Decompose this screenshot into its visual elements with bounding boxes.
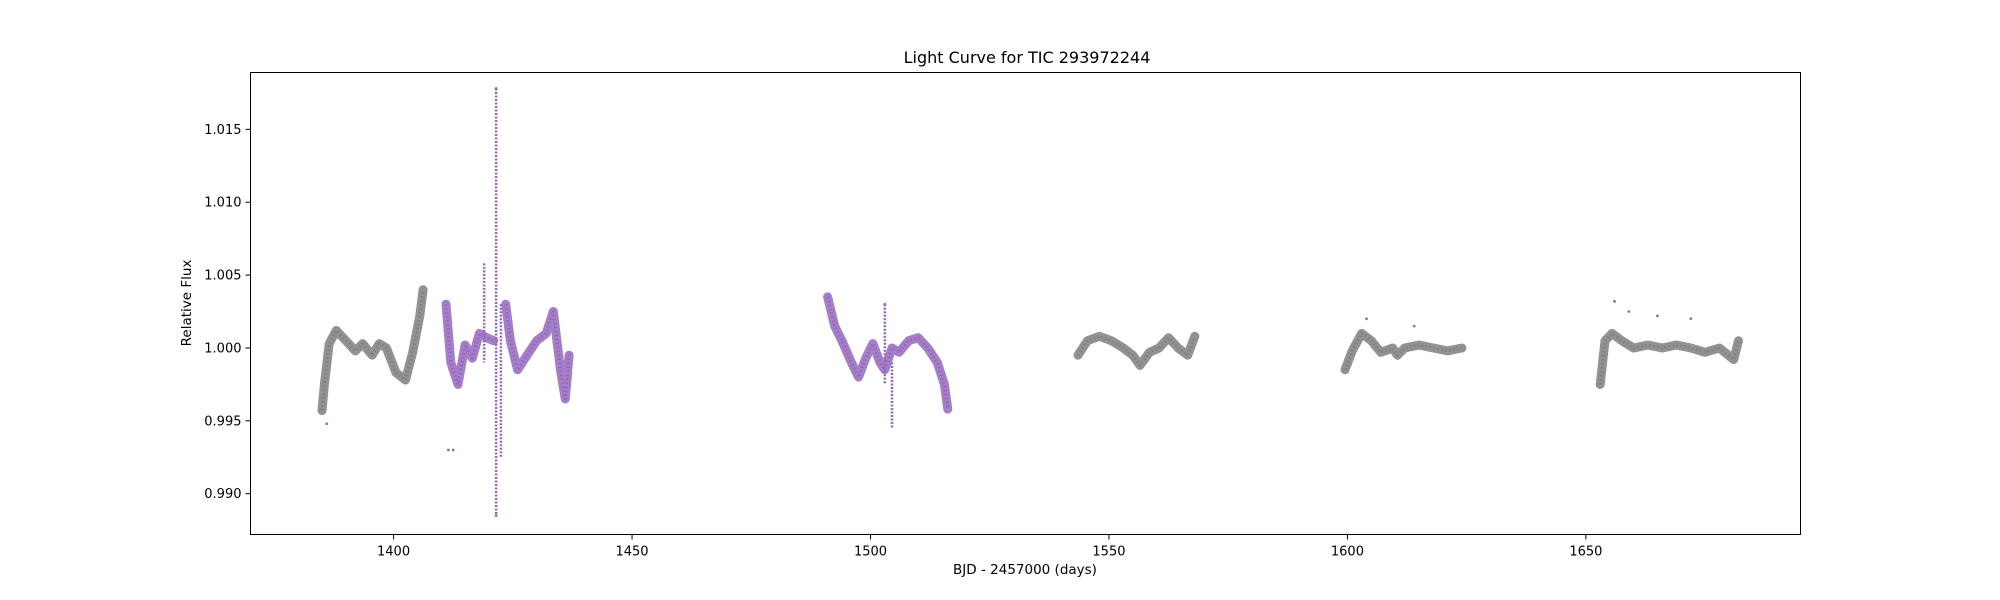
- x-axis-label: BJD - 2457000 (days): [953, 562, 1097, 578]
- flux-outlier-point: [451, 448, 455, 452]
- y-tick-label: 1.010: [204, 196, 241, 211]
- flux-outlier-point: [1656, 314, 1659, 318]
- x-tick-label: 1600: [1331, 545, 1364, 560]
- x-tick-label: 1400: [377, 545, 410, 560]
- plot-points: [317, 87, 1743, 517]
- x-axis: 1400 1450 1500 1550 1600 1650: [377, 534, 1602, 560]
- y-tick-label: 1.000: [204, 341, 241, 356]
- flux-outlier-point: [1365, 317, 1368, 321]
- chart-title: Light Curve for TIC 293972244: [904, 48, 1151, 67]
- flux-trace-gray-0: [320, 289, 425, 411]
- y-tick-label: 0.990: [204, 487, 241, 502]
- y-axis: 0.990 0.995 1.000 1.005 1.010 1.015: [204, 123, 251, 502]
- series-gray: [317, 285, 1743, 452]
- x-tick-label: 1500: [854, 545, 887, 560]
- flux-trace-gray-3: [1598, 331, 1740, 385]
- flux-outlier-point: [494, 514, 498, 517]
- flux-outlier-point: [1689, 317, 1693, 321]
- flux-outlier-point: [494, 87, 498, 90]
- y-tick-label: 1.015: [204, 123, 241, 138]
- x-tick-label: 1450: [615, 545, 648, 560]
- flux-trace-gray-2: [1343, 331, 1463, 371]
- flux-band-purple-1: [501, 299, 574, 404]
- flux-outlier-point: [1627, 310, 1631, 313]
- flux-outlier-point: [325, 422, 329, 426]
- y-tick-label: 1.005: [204, 269, 241, 284]
- flux-band-purple-2: [823, 292, 953, 414]
- series-purple: [441, 87, 953, 517]
- flux-outlier-point: [1412, 324, 1416, 328]
- flux-outlier-point: [447, 448, 450, 452]
- y-tick-label: 0.995: [204, 414, 241, 429]
- flux-outlier-point: [883, 302, 887, 306]
- flux-outlier-point: [1613, 299, 1616, 303]
- plot-frame: [250, 72, 1801, 535]
- x-tick-label: 1650: [1569, 545, 1602, 560]
- flux-trace-gray-1: [1076, 334, 1197, 367]
- x-tick-label: 1550: [1092, 545, 1125, 560]
- y-axis-label: Relative Flux: [179, 260, 195, 347]
